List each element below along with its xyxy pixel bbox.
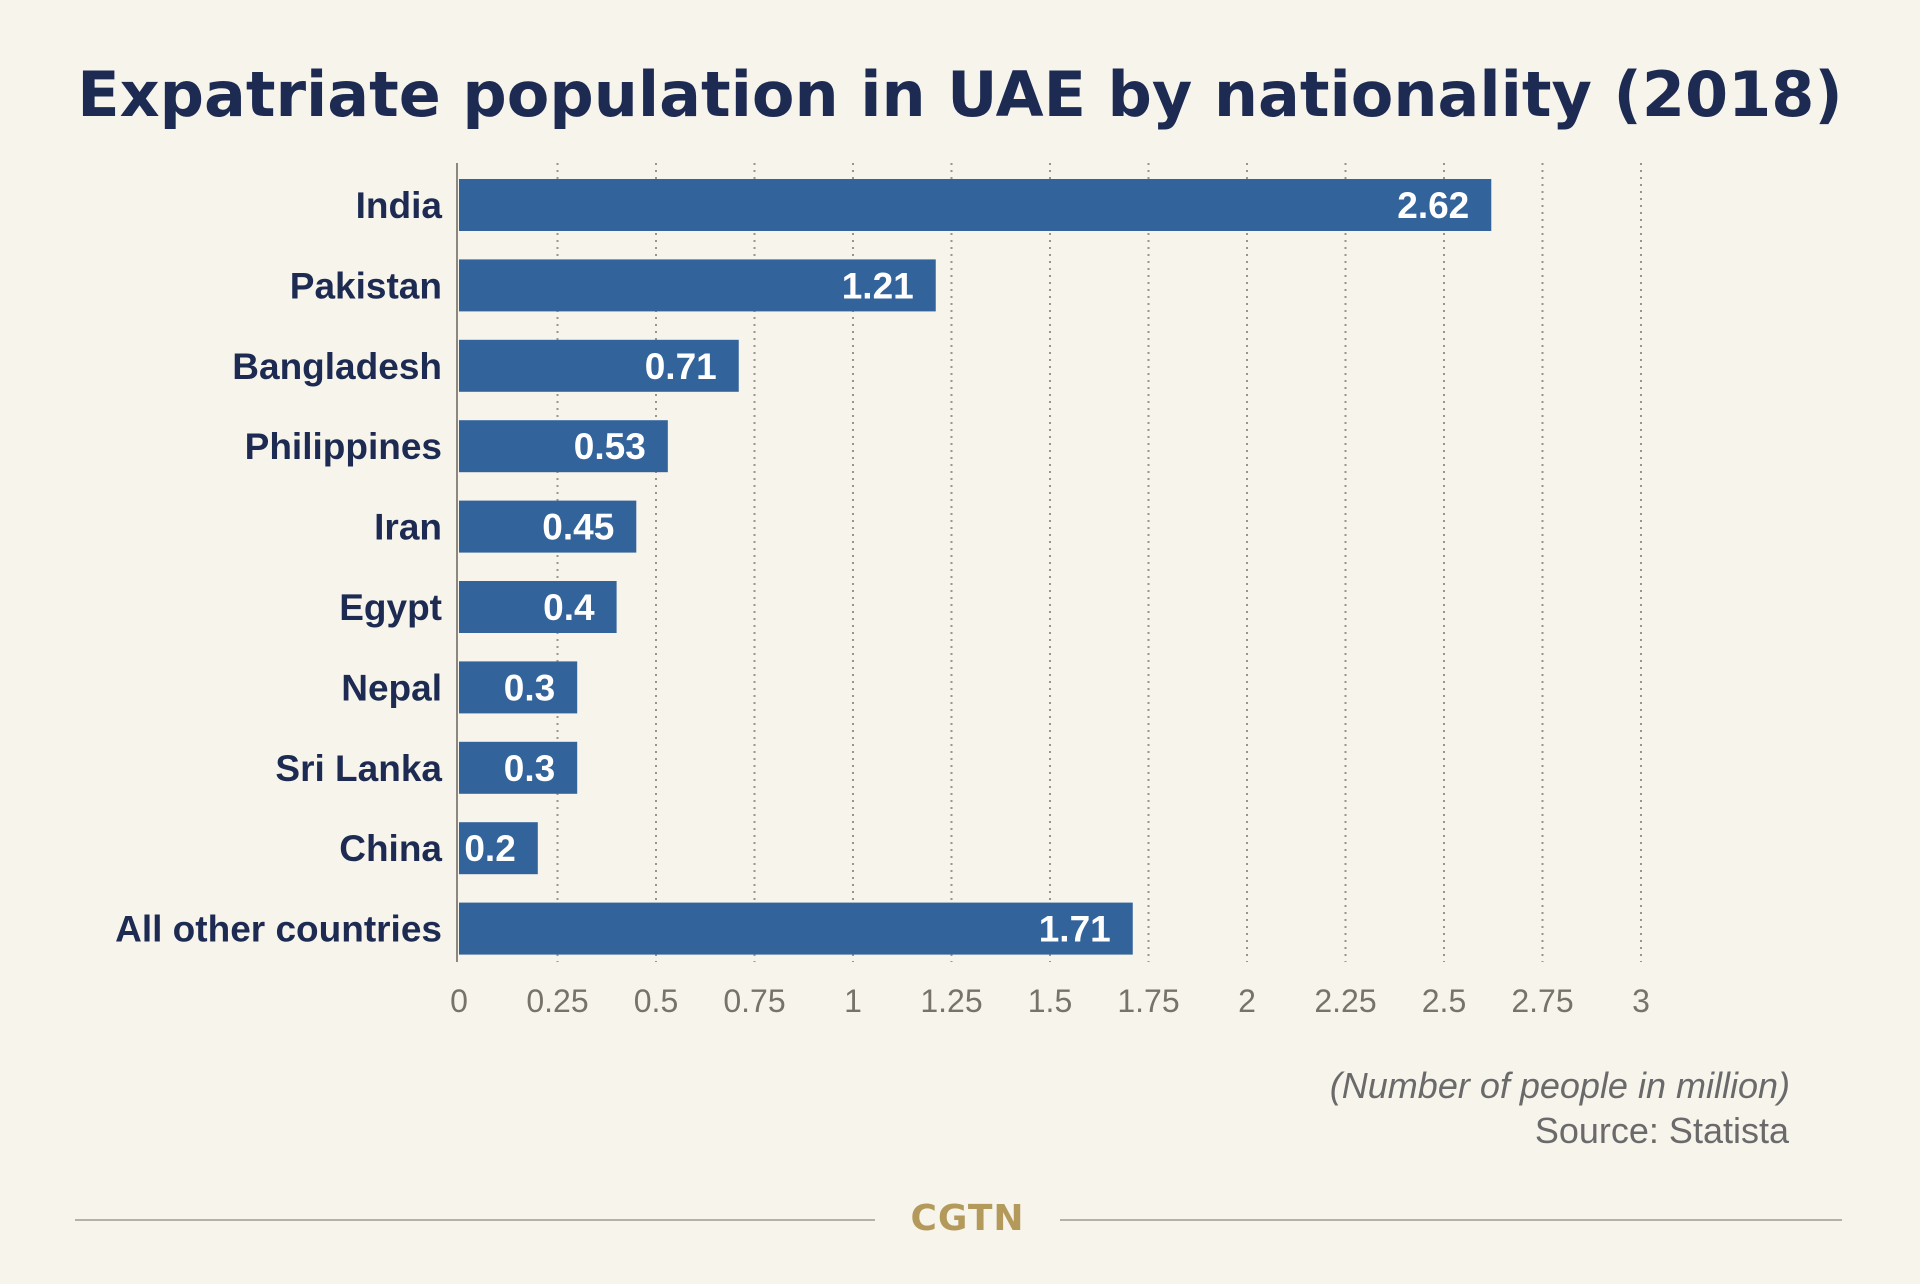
category-label: All other countries [115, 909, 442, 950]
value-label: 0.3 [504, 748, 555, 789]
value-label: 0.4 [543, 587, 595, 628]
unit-note: (Number of people in million) [1329, 1065, 1790, 1106]
category-labels: India Pakistan Bangladesh Philippines Iran Eg… [115, 185, 442, 950]
x-tick-label: 1.5 [1028, 983, 1072, 1019]
value-label: 2.62 [1397, 185, 1469, 226]
category-label: Egypt [339, 587, 442, 628]
x-tick-label: 1 [844, 983, 862, 1019]
bar [459, 339, 739, 392]
category-label: Sri Lanka [275, 748, 442, 789]
value-label: 0.3 [504, 667, 555, 708]
category-label: Bangladesh [232, 346, 442, 387]
bar [459, 741, 578, 794]
bar [459, 420, 668, 473]
category-label: Nepal [341, 667, 442, 708]
bars [459, 179, 1492, 955]
bar [459, 902, 1133, 955]
x-tick-label: 1.25 [920, 983, 982, 1019]
value-label: 0.71 [645, 346, 717, 387]
bar [459, 259, 936, 312]
x-tick-label: 2.25 [1314, 983, 1376, 1019]
bar [459, 500, 637, 553]
x-tick-label: 0.5 [634, 983, 678, 1019]
value-label: 0.2 [464, 828, 515, 869]
x-tick-label: 1.75 [1117, 983, 1179, 1019]
cgtn-logo: CGTN [910, 1198, 1025, 1239]
x-tick-label: 2.5 [1422, 983, 1466, 1019]
category-label: Iran [374, 507, 442, 548]
x-tick-label: 2.75 [1511, 983, 1573, 1019]
x-tick-label: 2 [1238, 983, 1256, 1019]
category-label: India [356, 185, 443, 226]
source-note: Source: Statista [1534, 1110, 1789, 1151]
footer-divider-right [1060, 1219, 1842, 1221]
chart-title: Expatriate population in UAE by national… [77, 58, 1843, 131]
bar [459, 661, 578, 714]
x-tick-label: 3 [1632, 983, 1650, 1019]
value-labels: 2.62 1.21 0.71 0.53 0.45 0.4 0.3 0.3 0.2 1.71 [464, 185, 1469, 950]
value-label: 0.45 [542, 507, 614, 548]
x-tick-label: 0.75 [723, 983, 785, 1019]
x-tick-labels: 0 0.25 0.5 0.75 1 1.25 1.5 1.75 2 2.25 2.5 2.75 3 [450, 983, 1650, 1019]
x-tick-label: 0.25 [526, 983, 588, 1019]
x-tick-label: 0 [450, 983, 468, 1019]
bar [459, 179, 1492, 231]
value-label: 1.71 [1039, 909, 1111, 950]
value-label: 1.21 [842, 265, 914, 306]
category-label: Pakistan [290, 265, 442, 306]
category-label: China [339, 828, 442, 869]
category-label: Philippines [245, 426, 442, 467]
footer-divider-left [75, 1219, 875, 1221]
bar [459, 581, 617, 633]
value-label: 0.53 [574, 426, 646, 467]
bar [459, 822, 538, 875]
